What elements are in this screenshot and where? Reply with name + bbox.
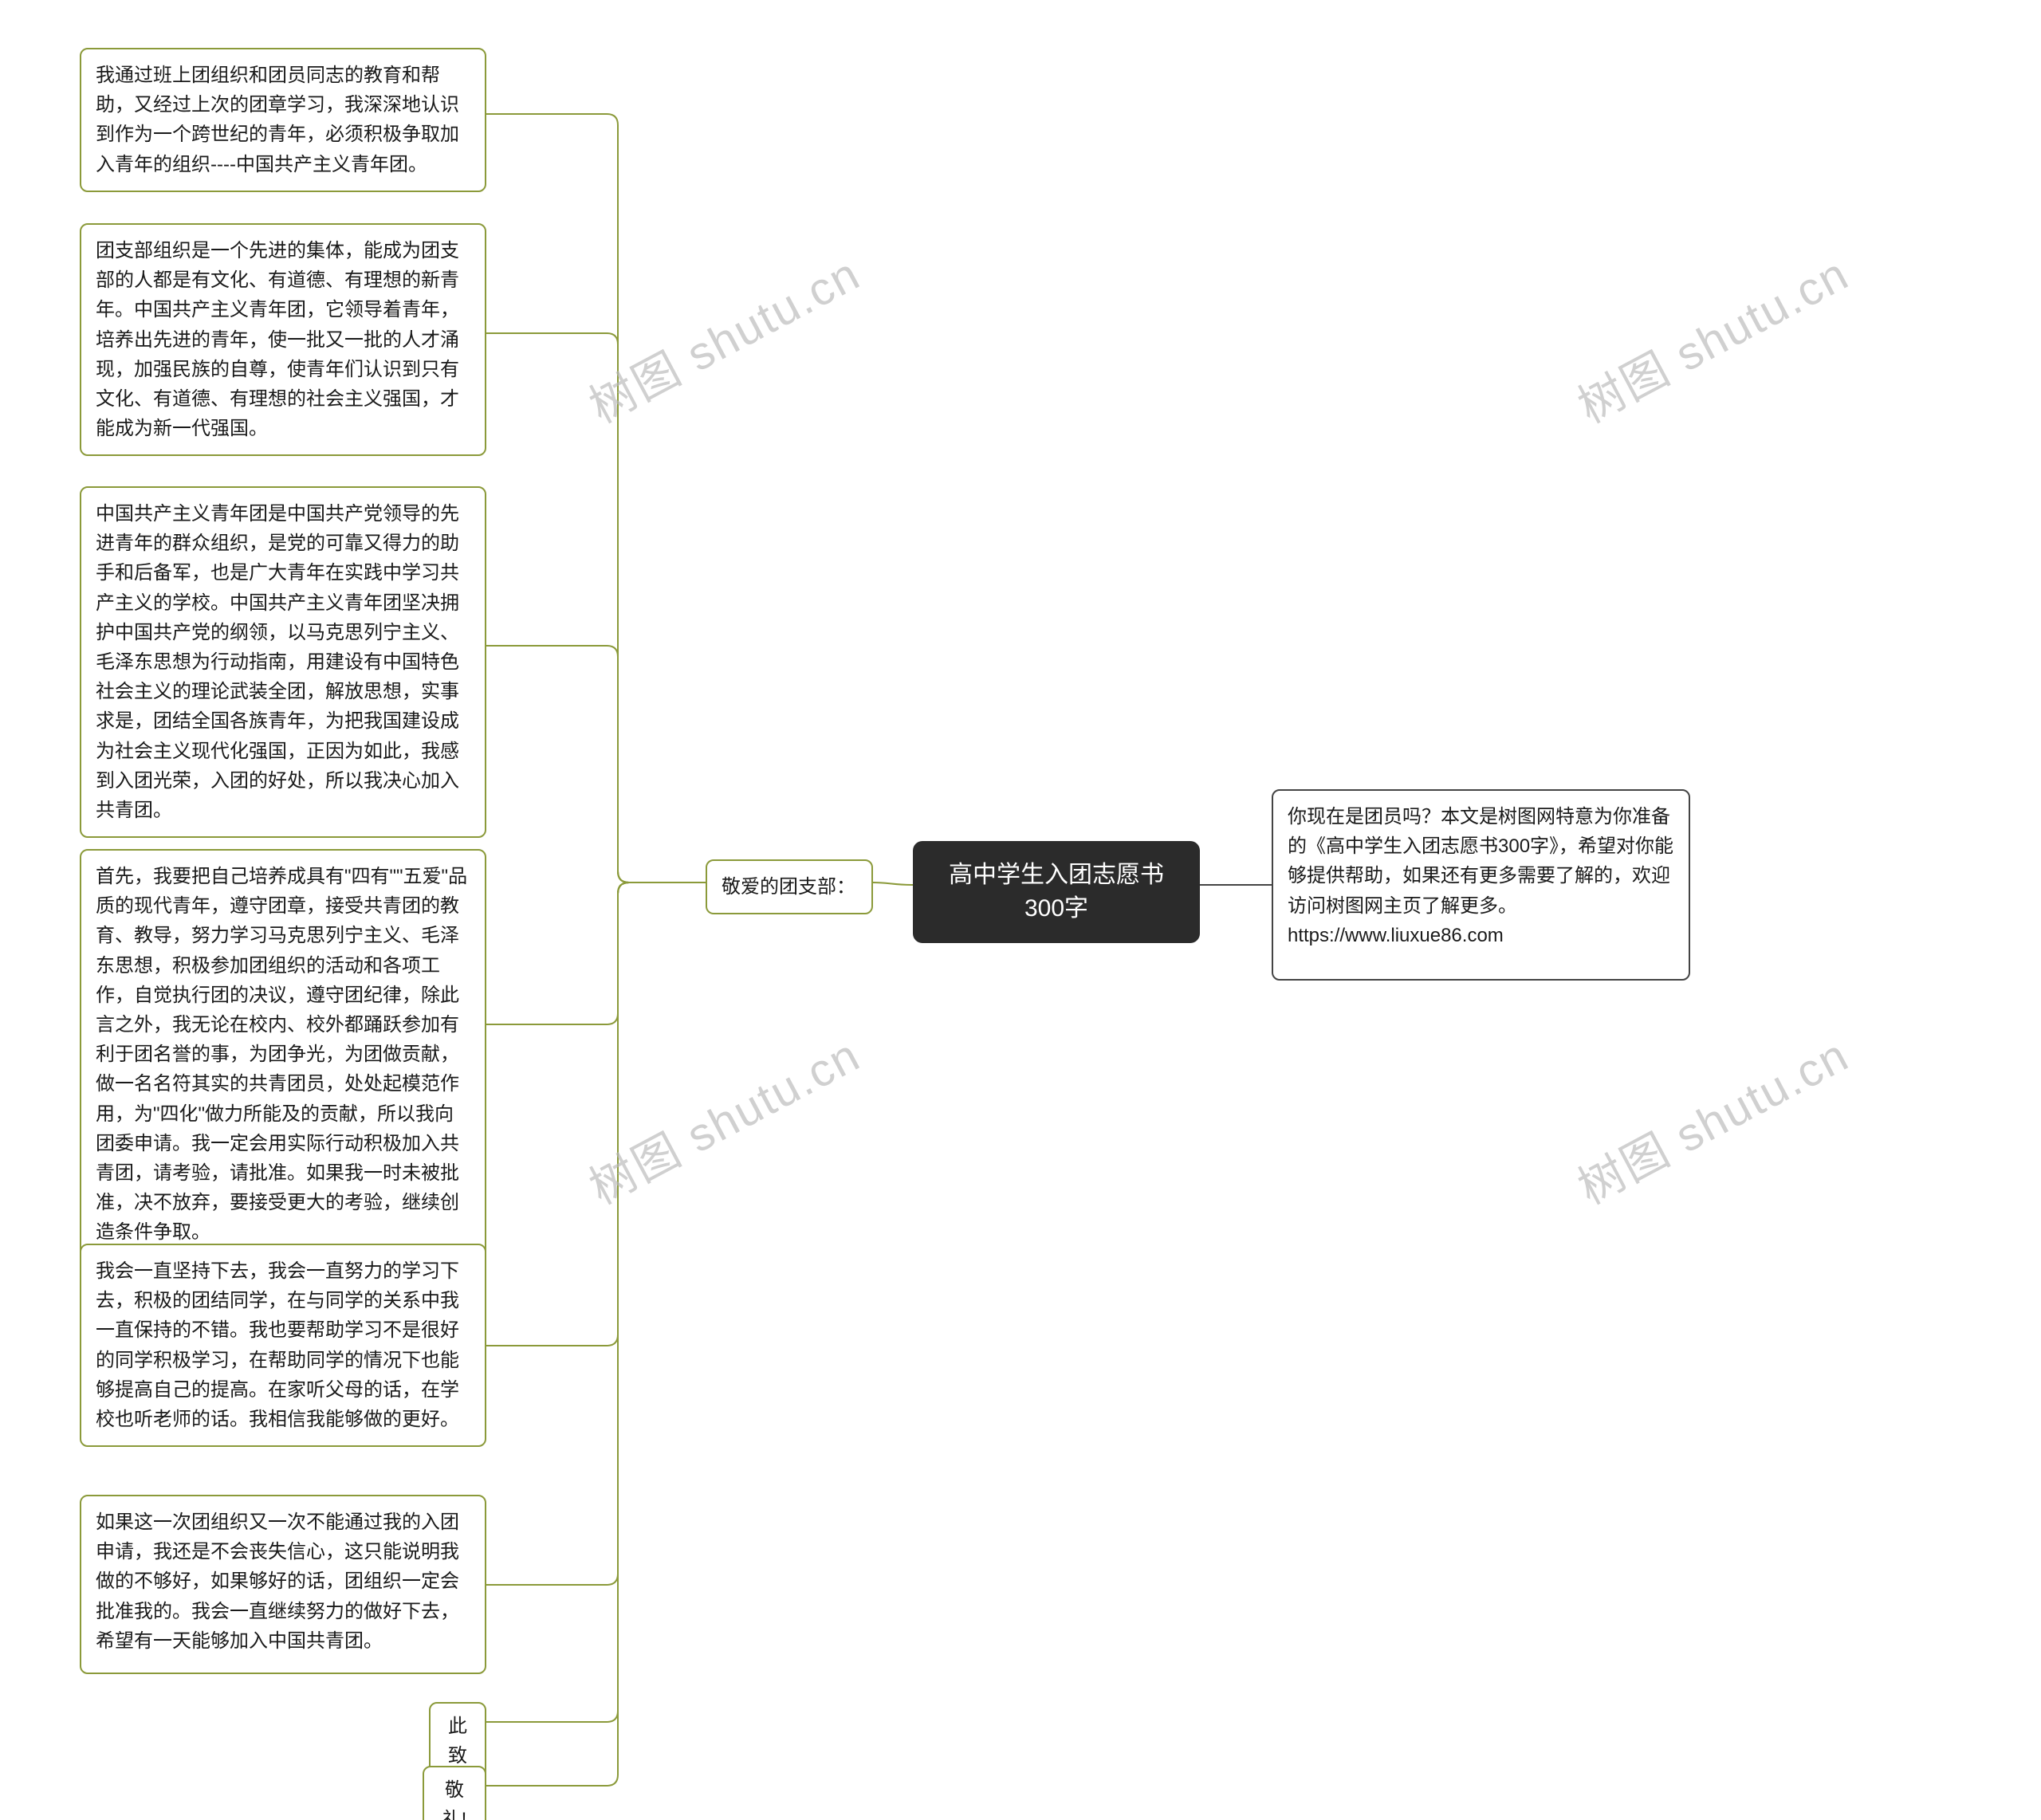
- content-node-4[interactable]: 我会一直坚持下去，我会一直努力的学习下去，积极的团结同学，在与同学的关系中我一直…: [80, 1244, 486, 1447]
- content-node-1[interactable]: 团支部组织是一个先进的集体，能成为团支部的人都是有文化、有道德、有理想的新青年。…: [80, 223, 486, 456]
- watermark: 树图 shutu.cn: [1564, 237, 1858, 435]
- watermark: 树图 shutu.cn: [1564, 1018, 1858, 1217]
- content-node-5[interactable]: 如果这一次团组织又一次不能通过我的入团申请，我还是不会丧失信心，这只能说明我做的…: [80, 1495, 486, 1674]
- content-node-2[interactable]: 中国共产主义青年团是中国共产党领导的先进青年的群众组织，是党的可靠又得力的助手和…: [80, 486, 486, 838]
- watermark: 树图 shutu.cn: [576, 1018, 870, 1217]
- mindmap-canvas: 树图 shutu.cn 树图 shutu.cn 树图 shutu.cn 树图 shut…: [0, 0, 2041, 1820]
- watermark: 树图 shutu.cn: [576, 237, 870, 435]
- content-node-0[interactable]: 我通过班上团组织和团员同志的教育和帮助，又经过上次的团章学习，我深深地认识到作为…: [80, 48, 486, 192]
- content-node-7[interactable]: 敬礼!: [423, 1766, 486, 1820]
- content-node-3[interactable]: 首先，我要把自己培养成具有"四有""五爱"品质的现代青年，遵守团章，接受共青团的…: [80, 849, 486, 1260]
- summary-node[interactable]: 你现在是团员吗？本文是树图网特意为你准备的《高中学生入团志愿书300字》，希望对…: [1272, 789, 1690, 981]
- branch-node-greeting[interactable]: 敬爱的团支部：: [706, 859, 873, 914]
- center-node[interactable]: 高中学生入团志愿书300字: [913, 841, 1200, 943]
